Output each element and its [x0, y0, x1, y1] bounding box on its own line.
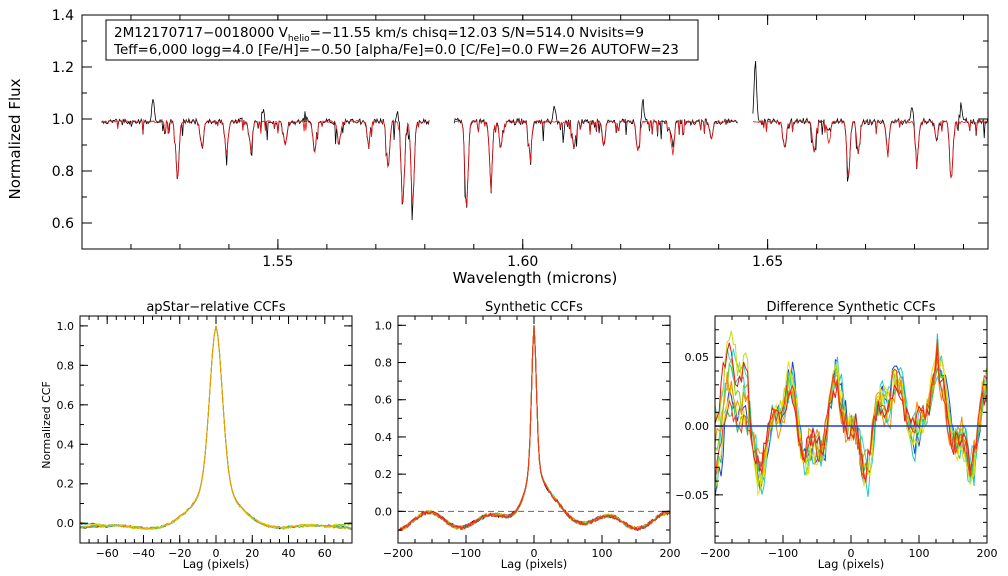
synthetic-ccf-xlabel: Lag (pixels) — [501, 557, 568, 571]
apstar-ccf-visit-line — [79, 325, 353, 530]
x-tick-label: 200 — [660, 547, 681, 560]
model-spectrum-line — [101, 119, 430, 204]
apstar-ccf-lines — [79, 325, 353, 530]
spectrum-info-box — [105, 19, 699, 61]
apstar-ccf-visit-line — [79, 325, 353, 530]
x-tick-label: −200 — [700, 547, 730, 560]
apstar-ccf-visit-line — [79, 325, 353, 530]
y-tick-label: 1.0 — [52, 112, 74, 128]
x-tick-label: 60 — [318, 547, 332, 560]
spectrum-ticks: 1.55 1.60 1.65 0.6 0.8 1.0 1.2 1.4 — [52, 8, 988, 270]
difference-ccf-lines — [714, 330, 987, 497]
synthetic-ccf-visit-line — [397, 325, 671, 532]
synthetic-ccf-visit-line — [397, 325, 671, 532]
x-tick-label: 40 — [282, 547, 296, 560]
spectrum-ylabel: Normalized Flux — [6, 78, 24, 199]
y-tick-label: 0.8 — [57, 359, 75, 372]
y-tick-label: 0.4 — [375, 431, 393, 444]
spectrum-frame — [81, 14, 989, 250]
x-tick-label: 1.60 — [507, 254, 538, 270]
observed-spectrum-line — [101, 99, 430, 221]
x-tick-label: 0 — [848, 547, 855, 560]
difference-ccf-visit-line — [714, 339, 987, 485]
spectrum-panel: 1.55 1.60 1.65 0.6 0.8 1.0 1.2 1.4 Normalized F… — [6, 8, 989, 287]
x-tick-label: 20 — [245, 547, 259, 560]
difference-ccf-panel: Difference Synthetic CCFs −200 −100 0 100 20… — [675, 300, 997, 571]
y-tick-label: 0.4 — [57, 438, 75, 451]
apstar-ccf-title: apStar−relative CCFs — [146, 300, 286, 315]
spectrum-info-line1: 2M12170717−0018000 Vhelio=−11.55 km/s ch… — [114, 25, 644, 44]
synthetic-ccf-visit-line — [397, 325, 671, 532]
synthetic-ccf-visit-line — [397, 325, 671, 532]
x-tick-label: −20 — [168, 547, 191, 560]
synthetic-ccf-panel: Synthetic CCFs −200 −100 0 100 200 0.0 0.2 0.4 0… — [375, 300, 681, 571]
spectrum-info-line2: Teff=6,000 logg=4.0 [Fe/H]=−0.50 [alpha/… — [113, 42, 679, 58]
y-tick-label: 0.6 — [52, 216, 74, 232]
info-subscript: helio — [288, 34, 310, 44]
apstar-ccf-frame — [79, 315, 353, 544]
y-tick-label: 0.2 — [375, 468, 393, 481]
y-tick-label: 0.6 — [375, 394, 393, 407]
y-tick-label: 1.0 — [375, 319, 393, 332]
x-tick-label: 100 — [592, 547, 613, 560]
model-spectrum-line — [454, 119, 738, 207]
apstar-ccf-ticks: −60 −40 −20 0 20 40 60 0.0 0.2 0.4 0.6 0.8 1.0 — [57, 316, 353, 560]
x-tick-label: −100 — [451, 547, 481, 560]
apstar-ccf-visit-line — [79, 325, 353, 530]
synthetic-ccf-lines — [397, 325, 671, 532]
apstar-ccf-ylabel: Normalized CCF — [40, 381, 53, 469]
apstar-ccf-visit-line — [79, 325, 353, 530]
y-tick-label: 0.0 — [57, 517, 75, 530]
y-tick-label: −0.05 — [675, 489, 709, 502]
info-prefix: 2M12170717−0018000 V — [114, 25, 289, 41]
x-tick-label: −200 — [383, 547, 413, 560]
synthetic-ccf-visit-line — [397, 325, 671, 532]
apstar-ccf-panel: apStar−relative CCFs −60 −40 −20 0 20 40 60 0.0… — [40, 300, 353, 571]
x-tick-label: −100 — [768, 547, 798, 560]
apstar-ccf-visit-line — [79, 325, 353, 530]
spectrum-lines — [101, 61, 989, 221]
difference-ccf-visit-line — [714, 357, 987, 469]
x-tick-label: 1.55 — [262, 254, 293, 270]
model-spectrum-line — [752, 119, 988, 179]
y-tick-label: 1.4 — [52, 8, 74, 24]
synthetic-ccf-visit-line — [397, 325, 671, 532]
synthetic-ccf-visit-line — [397, 325, 671, 532]
difference-ccf-ticks: −200 −100 0 100 200 −0.05 0.00 0.05 — [675, 315, 998, 560]
difference-ccf-title: Difference Synthetic CCFs — [766, 300, 935, 315]
apstar-ccf-visit-line — [79, 325, 353, 530]
y-tick-label: 0.05 — [685, 351, 710, 364]
x-tick-label: 0 — [531, 547, 538, 560]
difference-ccf-visit-line — [714, 342, 987, 482]
apstar-ccf-xlabel: Lag (pixels) — [183, 557, 250, 571]
x-tick-label: 0 — [213, 547, 220, 560]
synthetic-ccf-ticks: −200 −100 0 100 200 0.0 0.2 0.4 0.6 0.8 1.0 — [375, 316, 681, 560]
y-tick-label: 0.0 — [375, 505, 393, 518]
observed-spectrum-line — [453, 99, 738, 208]
y-tick-label: 0.00 — [685, 420, 710, 433]
x-tick-label: 1.65 — [752, 254, 783, 270]
difference-ccf-xlabel: Lag (pixels) — [818, 557, 885, 571]
x-tick-label: 100 — [909, 547, 930, 560]
synthetic-ccf-visit-line — [397, 325, 671, 532]
x-tick-label: −60 — [96, 547, 119, 560]
y-tick-label: 0.8 — [52, 164, 74, 180]
y-tick-label: 1.0 — [57, 320, 75, 333]
x-tick-label: 200 — [977, 547, 998, 560]
y-tick-label: 0.6 — [57, 399, 75, 412]
synthetic-ccf-frame — [397, 315, 671, 544]
synthetic-ccf-visit-line — [397, 325, 671, 532]
y-tick-label: 1.2 — [52, 60, 74, 76]
synthetic-ccf-title: Synthetic CCFs — [485, 300, 583, 315]
x-tick-label: −40 — [132, 547, 155, 560]
apstar-ccf-visit-line — [79, 325, 353, 530]
info-suffix: =−11.55 km/s chisq=12.03 S/N=514.0 Nvisi… — [310, 25, 644, 41]
y-tick-label: 0.2 — [57, 478, 75, 491]
apstar-ccf-visit-line — [79, 325, 353, 530]
spectrum-xlabel: Wavelength (microns) — [453, 269, 618, 287]
y-tick-label: 0.8 — [375, 356, 393, 369]
